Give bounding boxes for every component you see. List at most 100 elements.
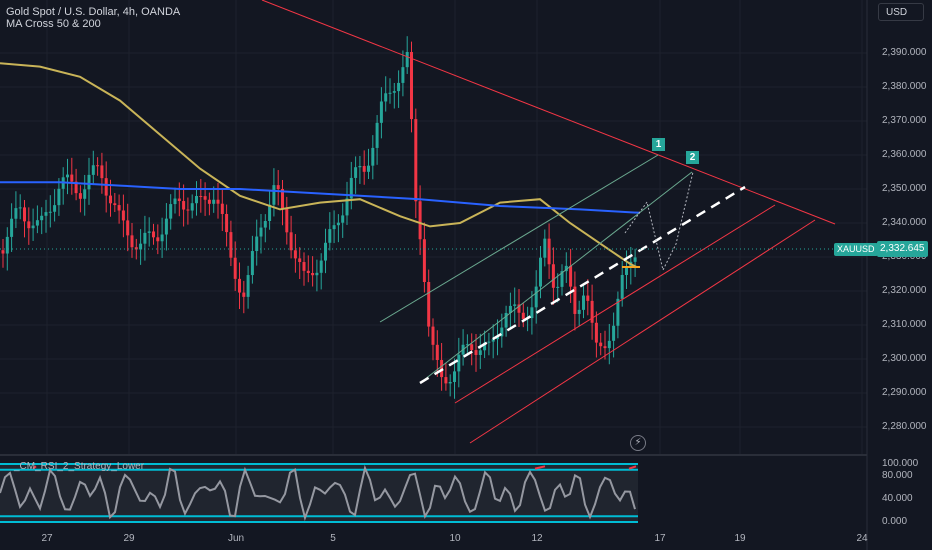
candle-body bbox=[539, 257, 542, 287]
candle-body bbox=[401, 67, 405, 83]
descending-trendline bbox=[261, 0, 836, 225]
candle-body bbox=[332, 225, 336, 230]
candle-body bbox=[203, 196, 207, 200]
candle-body bbox=[328, 229, 332, 243]
candle-body bbox=[53, 205, 57, 212]
candle-body bbox=[147, 231, 151, 233]
candle-body bbox=[35, 220, 39, 226]
candle-body bbox=[83, 189, 87, 199]
projection-dashed-line bbox=[419, 185, 746, 385]
candle-body bbox=[504, 312, 508, 328]
candle-body bbox=[40, 215, 44, 221]
wave-label-1[interactable]: 1 bbox=[652, 138, 665, 151]
candle-body bbox=[91, 165, 95, 175]
candle-body bbox=[620, 274, 624, 299]
candle-body bbox=[250, 251, 254, 276]
candle-body bbox=[289, 232, 293, 251]
candle-body bbox=[405, 52, 409, 68]
candle-body bbox=[293, 250, 297, 259]
time-tick-label: 29 bbox=[123, 533, 135, 544]
candle-body bbox=[371, 147, 375, 166]
trend-drawings bbox=[261, 0, 836, 444]
channel-upper-line bbox=[379, 154, 659, 323]
candle-body bbox=[117, 205, 121, 211]
candle-body bbox=[319, 260, 323, 273]
candle-body bbox=[336, 222, 340, 226]
rsi-overbought-segment bbox=[534, 465, 546, 470]
channel-mid-line bbox=[419, 171, 693, 384]
candle-body bbox=[564, 265, 568, 272]
candle-body bbox=[388, 92, 392, 94]
candle-body bbox=[100, 165, 104, 179]
candle-body bbox=[590, 300, 594, 323]
candle-body bbox=[246, 275, 250, 297]
time-tick-label: 27 bbox=[41, 533, 53, 544]
candle-body bbox=[44, 212, 48, 216]
candle-body bbox=[457, 354, 461, 372]
price-tick-label: 2,380.000 bbox=[882, 81, 927, 92]
candle-body bbox=[177, 198, 181, 202]
candle-body bbox=[341, 215, 345, 223]
price-tick-label: 2,310.000 bbox=[882, 319, 927, 330]
candle-body bbox=[156, 237, 160, 242]
candle-body bbox=[212, 199, 216, 204]
candle-body bbox=[551, 264, 555, 288]
candle-body bbox=[306, 270, 310, 274]
rsi-tick-label: 100.000 bbox=[882, 458, 919, 469]
candle-body bbox=[474, 350, 478, 355]
rsi-background bbox=[0, 464, 638, 522]
candle-body bbox=[603, 346, 607, 349]
candle-body bbox=[599, 342, 603, 347]
candle-body bbox=[186, 209, 190, 211]
price-tick-label: 2,290.000 bbox=[882, 387, 927, 398]
candle-body bbox=[104, 178, 108, 196]
candle-body bbox=[87, 174, 91, 190]
price-tick-label: 2,360.000 bbox=[882, 149, 927, 160]
price-tick-label: 2,300.000 bbox=[882, 353, 927, 364]
candle-body bbox=[220, 203, 224, 214]
candle-body bbox=[190, 203, 194, 211]
candle-body bbox=[143, 232, 147, 244]
candle-body bbox=[491, 339, 495, 342]
candle-body bbox=[384, 93, 388, 102]
currency-button[interactable]: USD bbox=[878, 3, 924, 21]
candle-body bbox=[96, 165, 100, 167]
candle-body bbox=[410, 52, 413, 120]
indicator-label[interactable]: MA Cross 50 & 200 bbox=[6, 18, 101, 30]
candle-body bbox=[14, 208, 18, 219]
candle-body bbox=[18, 207, 22, 209]
candle-body bbox=[496, 336, 499, 340]
candle-body bbox=[121, 210, 125, 221]
wave-label-2[interactable]: 2 bbox=[686, 151, 699, 164]
candle-body bbox=[569, 265, 573, 287]
candle-body bbox=[324, 242, 327, 261]
candle-body bbox=[130, 235, 134, 248]
candle-body bbox=[285, 208, 289, 233]
lightning-icon[interactable]: ⚡ bbox=[630, 435, 646, 451]
candle-body bbox=[444, 377, 448, 384]
candle-body bbox=[113, 203, 117, 206]
candle-body bbox=[139, 243, 143, 250]
rsi-pane bbox=[0, 463, 638, 523]
candle-body bbox=[238, 278, 241, 293]
candle-body bbox=[164, 218, 168, 235]
candle-body bbox=[625, 267, 628, 275]
candle-body bbox=[418, 201, 422, 240]
candle-body bbox=[48, 211, 52, 213]
price-tick-label: 2,350.000 bbox=[882, 183, 927, 194]
candle-body bbox=[349, 177, 353, 199]
price-tick-label: 2,390.000 bbox=[882, 47, 927, 58]
candle-body bbox=[414, 119, 418, 202]
rsi-line bbox=[0, 464, 636, 522]
rsi-overbought-segment bbox=[32, 465, 37, 470]
last-price-badge: 2,332.645 bbox=[877, 241, 928, 257]
candle-body bbox=[242, 292, 246, 297]
rsi-indicator-title[interactable]: _CM_RSI_2_Strategy_Lower bbox=[14, 461, 145, 472]
candle-body bbox=[435, 344, 439, 361]
candle-body bbox=[23, 207, 26, 222]
candlestick-series bbox=[1, 36, 637, 399]
candle-body bbox=[453, 371, 456, 383]
candle-body bbox=[255, 236, 259, 252]
time-tick-label: Jun bbox=[227, 533, 245, 544]
